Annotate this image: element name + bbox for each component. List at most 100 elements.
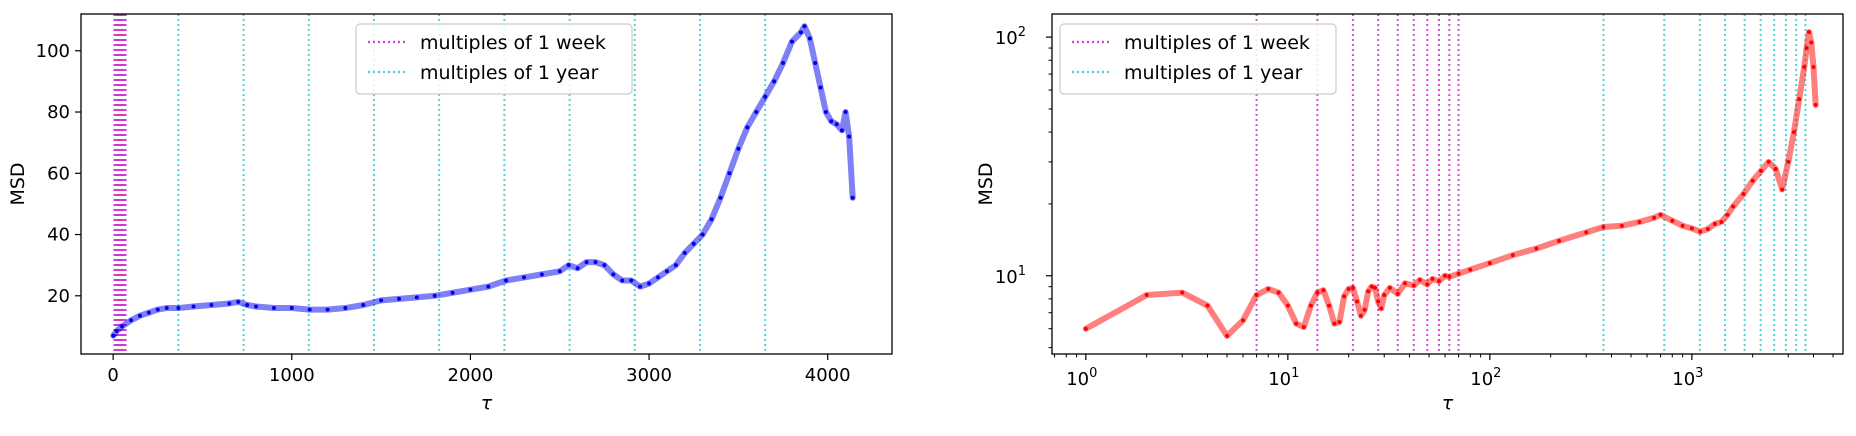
data-point: [1619, 223, 1624, 228]
data-point: [1658, 212, 1663, 217]
data-point: [736, 146, 741, 151]
data-point: [1584, 230, 1589, 235]
y-tick-label: 20: [47, 286, 70, 307]
data-point: [709, 217, 714, 222]
data-point: [829, 119, 834, 124]
x-tick-label: 102: [1470, 366, 1501, 390]
data-point: [1402, 281, 1407, 286]
data-point: [611, 272, 616, 277]
data-point: [1813, 102, 1818, 107]
legend-box: [355, 23, 633, 95]
legend-label: multiples of 1 week: [1124, 32, 1310, 54]
y-tick-label: 60: [47, 163, 70, 184]
x-tick-exponent: 1: [1291, 366, 1299, 381]
data-point: [1083, 326, 1088, 331]
x-tick-label: 2000: [448, 365, 494, 386]
legend: multiples of 1 week multiples of 1 year: [1059, 23, 1337, 95]
data-point: [209, 302, 214, 307]
legend: multiples of 1 week multiples of 1 year: [355, 23, 633, 95]
data-point: [396, 296, 401, 301]
data-point: [1355, 299, 1360, 304]
legend-box: [1059, 23, 1337, 95]
data-point: [129, 318, 134, 323]
data-point: [379, 298, 384, 303]
data-point: [1205, 303, 1210, 308]
data-point: [1411, 283, 1416, 288]
data-point: [789, 39, 794, 44]
data-point: [1791, 130, 1796, 135]
data-point: [1350, 285, 1355, 290]
data-point: [1712, 221, 1717, 226]
y-tick-label: 80: [47, 102, 70, 123]
data-point: [655, 275, 660, 280]
data-point: [1766, 159, 1771, 164]
data-point: [1337, 320, 1342, 324]
data-point: [227, 301, 232, 306]
legend-label: multiples of 1 year: [420, 62, 599, 84]
data-point: [593, 260, 598, 265]
data-point: [839, 128, 844, 133]
data-point: [1358, 313, 1363, 318]
y-axis-label: MSD: [7, 162, 29, 205]
series-group: [1082, 29, 1819, 339]
y-tick-label: 101: [995, 264, 1026, 288]
data-point: [1315, 290, 1320, 295]
data-point: [1346, 287, 1351, 291]
data-point: [754, 110, 759, 115]
data-point: [1294, 321, 1299, 326]
data-point: [361, 302, 366, 307]
data-point: [176, 306, 181, 311]
data-point: [682, 250, 687, 255]
y-tick-label: 102: [995, 25, 1026, 49]
data-point: [1797, 97, 1802, 102]
data-point: [718, 195, 723, 200]
data-point: [1468, 267, 1473, 272]
data-point: [1806, 30, 1811, 35]
data-point: [1417, 277, 1422, 282]
data-point: [164, 306, 169, 311]
data-point: [146, 310, 151, 315]
data-point: [114, 329, 119, 334]
data-point: [1804, 46, 1809, 51]
data-point: [307, 307, 312, 312]
x-tick-label: 103: [1672, 366, 1703, 390]
data-point: [813, 61, 818, 66]
data-point: [1379, 306, 1384, 311]
data-point: [1731, 204, 1736, 209]
data-point: [236, 299, 241, 304]
data-point: [772, 79, 777, 84]
data-point: [807, 36, 812, 41]
series-line: [1082, 29, 1819, 339]
x-tick-label: 0: [107, 365, 118, 386]
data-point: [834, 122, 839, 127]
data-point: [325, 307, 330, 312]
data-point: [745, 125, 750, 130]
data-point: [486, 284, 491, 289]
data-point: [1241, 318, 1246, 323]
data-point: [271, 306, 276, 311]
data-point: [1276, 290, 1281, 295]
y-tick-label: 100: [36, 41, 70, 62]
data-point: [343, 306, 348, 311]
y-axis-label: MSD: [975, 162, 997, 205]
data-point: [647, 281, 652, 286]
data-point: [1698, 229, 1703, 234]
data-point: [1637, 219, 1642, 224]
data-point: [1741, 192, 1746, 197]
x-axis-label: τ: [1442, 392, 1454, 414]
data-point: [1750, 178, 1755, 183]
data-point: [1601, 225, 1606, 230]
x-tick-label: 3000: [626, 365, 672, 386]
data-point: [450, 290, 455, 295]
data-point: [843, 110, 848, 115]
legend-label: multiples of 1 week: [420, 32, 606, 54]
data-point: [850, 195, 855, 200]
data-point: [414, 295, 419, 300]
data-point: [763, 94, 768, 99]
data-point: [1780, 187, 1785, 192]
data-point: [1362, 307, 1367, 312]
data-point: [1266, 287, 1271, 291]
data-point: [847, 134, 852, 139]
data-point: [254, 304, 259, 309]
